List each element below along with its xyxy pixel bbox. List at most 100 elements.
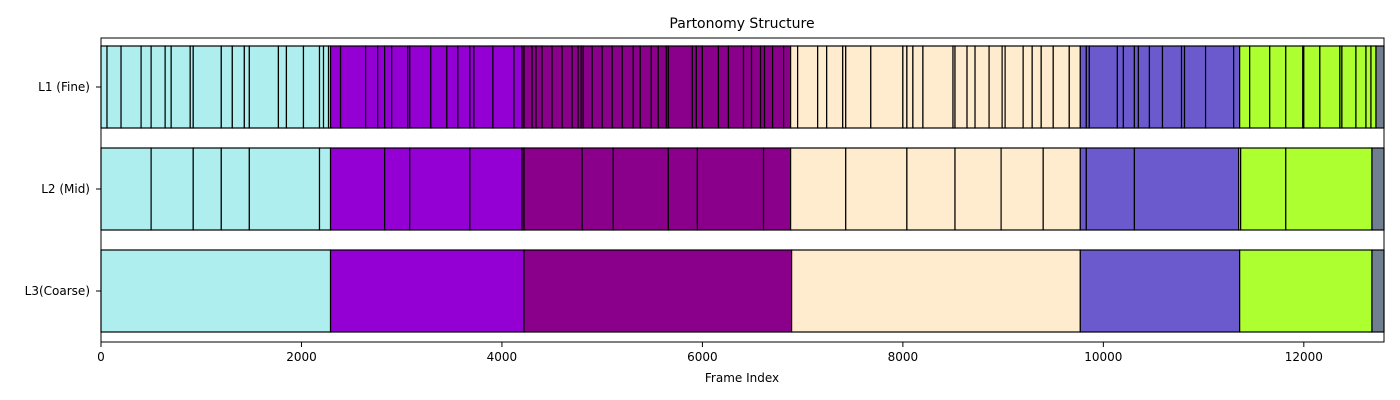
segment-bar	[329, 249, 525, 333]
segment-bar	[717, 45, 730, 129]
segment-bar	[285, 45, 305, 129]
segment-bar	[164, 45, 172, 129]
segment-bar	[582, 45, 593, 129]
segment-bar	[696, 147, 765, 231]
segment-bar	[790, 147, 847, 231]
segment-bar	[966, 45, 976, 129]
x-axis-label: Frame Index	[705, 371, 779, 385]
segment-bar	[1079, 249, 1241, 333]
segment-bar	[1122, 45, 1136, 129]
segment-bar	[771, 45, 785, 129]
segment-bar	[1116, 45, 1124, 129]
segment-bar	[791, 249, 1081, 333]
segment-bar	[409, 147, 471, 231]
segment-bar	[523, 45, 533, 129]
segment-bar	[1068, 45, 1081, 129]
segment-bar	[469, 45, 475, 129]
segment-bar	[192, 147, 222, 231]
segment-bar	[561, 45, 573, 129]
segment-bar	[667, 45, 693, 129]
segment-bar	[695, 45, 704, 129]
x-tick-label: 0	[97, 350, 105, 364]
segment-bar	[1204, 45, 1235, 129]
segment-bar	[922, 45, 954, 129]
segment-bar	[1133, 147, 1240, 231]
x-axis: 0 2000 4000 6000 8000 10000 12000	[97, 342, 1323, 364]
segment-bar	[329, 45, 342, 129]
segment-bar	[322, 45, 330, 129]
segment-bar	[446, 45, 459, 129]
segment-bar	[1303, 45, 1321, 129]
segment-bar	[1183, 45, 1207, 129]
segment-bar	[1000, 147, 1044, 231]
x-tick-label: 4000	[487, 350, 518, 364]
segment-bar	[1370, 45, 1377, 129]
segment-bar	[365, 45, 379, 129]
segment-bar	[1079, 45, 1087, 129]
segment-bar	[954, 147, 1002, 231]
segment-bar	[1052, 45, 1070, 129]
segment-bar	[1148, 45, 1164, 129]
segment-bar	[231, 45, 245, 129]
segment-bar	[1022, 45, 1033, 129]
segment-bar	[535, 45, 543, 129]
row-1	[100, 147, 1385, 231]
segment-bar	[954, 45, 968, 129]
segment-bar	[1239, 45, 1251, 129]
segment-bar	[1269, 45, 1287, 129]
segment-bar	[742, 45, 753, 129]
segment-bar	[870, 45, 904, 129]
segment-bar	[120, 45, 142, 129]
x-tick-label: 10000	[1084, 350, 1122, 364]
segment-bar	[974, 45, 990, 129]
segment-bar	[601, 45, 613, 129]
segment-bar	[912, 45, 924, 129]
segment-bar	[170, 45, 191, 129]
segment-bar	[621, 45, 634, 129]
segment-bar	[845, 45, 872, 129]
segment-bar	[457, 45, 471, 129]
row-label: L1 (Fine)	[38, 80, 90, 94]
segment-bar	[1371, 147, 1385, 231]
segment-bar	[248, 147, 321, 231]
plot-frame	[100, 37, 1385, 343]
segment-bar	[1355, 45, 1367, 129]
segment-bar	[523, 147, 583, 231]
segment-bar	[988, 45, 1003, 129]
segment-bar	[523, 249, 793, 333]
segment-bar	[782, 45, 792, 129]
segment-bar	[106, 45, 122, 129]
segment-bar	[1239, 249, 1373, 333]
x-tick-label: 8000	[888, 350, 919, 364]
segment-bar	[1137, 45, 1151, 129]
segment-bar	[1341, 45, 1357, 129]
segment-bar	[759, 45, 766, 129]
segment-bar	[1161, 45, 1183, 129]
segment-bar	[1240, 147, 1287, 231]
segment-bar	[632, 45, 641, 129]
segment-bar	[1285, 45, 1304, 129]
segment-bar	[329, 147, 386, 231]
segment-bar	[1004, 45, 1024, 129]
segment-bar	[581, 147, 614, 231]
segment-bar	[100, 147, 152, 231]
segment-bar	[1233, 45, 1241, 129]
segment-bar	[430, 45, 448, 129]
segment-bar	[220, 45, 233, 129]
segment-bar	[384, 45, 393, 129]
segment-bar	[902, 45, 908, 129]
segment-bar	[790, 45, 799, 129]
segment-bar	[302, 45, 321, 129]
segment-bar	[492, 45, 515, 129]
segment-bar	[657, 45, 667, 129]
segment-bar	[277, 45, 288, 129]
segment-bar	[727, 45, 745, 129]
segment-bar	[1085, 147, 1136, 231]
segment-bar	[826, 45, 844, 129]
segment-bar	[377, 45, 386, 129]
segment-bar	[1319, 45, 1341, 129]
segment-bar	[612, 147, 669, 231]
segment-bar	[409, 45, 432, 129]
x-tick-label: 2000	[286, 350, 317, 364]
segment-bar	[150, 45, 166, 129]
